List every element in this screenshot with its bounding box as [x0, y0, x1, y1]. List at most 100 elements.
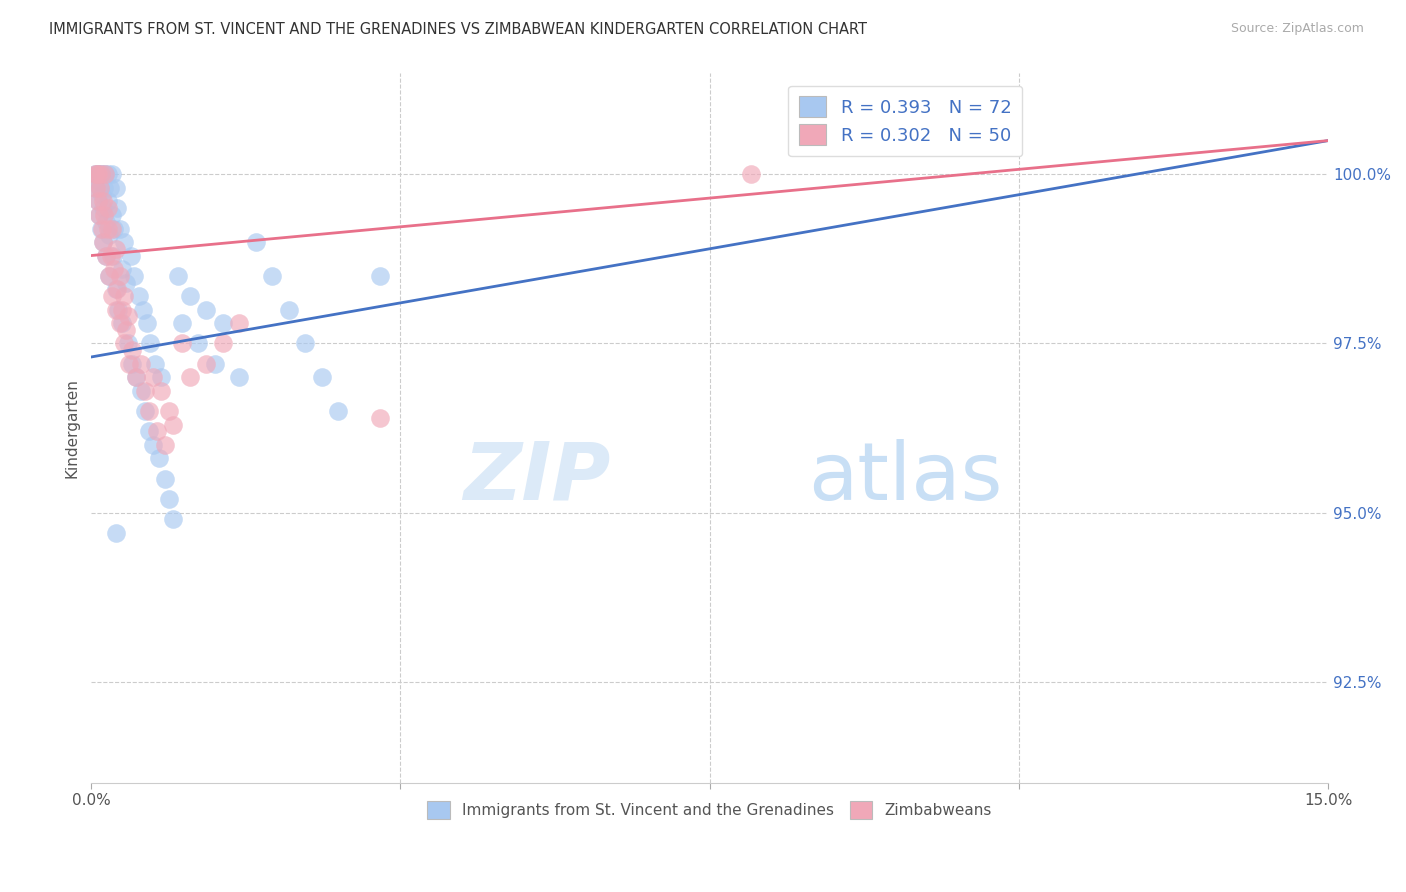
Point [100, 208, 122, 222]
Point [93, 201, 115, 215]
Point [294, 336, 316, 351]
Text: Source: ZipAtlas.com: Source: ZipAtlas.com [1230, 22, 1364, 36]
Point [311, 370, 333, 384]
Point [89, 208, 111, 222]
Point [112, 336, 135, 351]
Point [245, 235, 267, 249]
Point [170, 316, 193, 330]
Point [87, 174, 110, 188]
Point [136, 316, 159, 330]
Point [90, 187, 112, 202]
Point [150, 370, 173, 384]
Point [228, 370, 250, 384]
Point [155, 472, 177, 486]
Point [121, 357, 143, 371]
Point [91, 168, 114, 182]
Point [138, 404, 160, 418]
Point [104, 181, 127, 195]
Point [129, 357, 152, 371]
Point [104, 525, 127, 540]
Point [278, 302, 301, 317]
Point [108, 316, 131, 330]
Point [94, 249, 117, 263]
Point [132, 302, 155, 317]
Point [96, 168, 118, 182]
Point [89, 208, 111, 222]
Point [107, 201, 129, 215]
Point [111, 302, 134, 317]
Point [100, 168, 122, 182]
Point [86, 168, 108, 182]
Point [146, 425, 169, 439]
Point [93, 235, 115, 249]
Point [150, 384, 173, 398]
Point [111, 316, 134, 330]
Point [103, 249, 125, 263]
Point [90, 168, 112, 182]
Point [100, 221, 122, 235]
Point [125, 370, 148, 384]
Point [90, 168, 112, 182]
Point [179, 289, 201, 303]
Point [228, 316, 250, 330]
Point [179, 370, 201, 384]
Point [170, 336, 193, 351]
Point [84, 181, 107, 195]
Point [166, 268, 188, 283]
Point [87, 168, 110, 182]
Point [94, 249, 117, 263]
Point [143, 357, 166, 371]
Legend: Immigrants from St. Vincent and the Grenadines, Zimbabweans: Immigrants from St. Vincent and the Gren… [420, 796, 998, 825]
Point [204, 357, 226, 371]
Y-axis label: Kindergarten: Kindergarten [65, 378, 79, 478]
Point [125, 370, 148, 384]
Point [86, 194, 108, 209]
Point [128, 289, 150, 303]
Point [117, 310, 139, 324]
Point [112, 235, 135, 249]
Point [86, 168, 108, 182]
Point [108, 221, 131, 235]
Point [139, 336, 162, 351]
Point [740, 168, 762, 182]
Point [94, 168, 117, 182]
Point [91, 194, 114, 209]
Text: ZIP: ZIP [463, 439, 610, 516]
Point [94, 215, 117, 229]
Point [142, 370, 165, 384]
Point [212, 336, 235, 351]
Point [84, 168, 107, 182]
Point [107, 282, 129, 296]
Point [104, 302, 127, 317]
Point [90, 221, 112, 235]
Point [93, 181, 115, 195]
Point [118, 357, 141, 371]
Point [96, 194, 118, 209]
Point [368, 268, 391, 283]
Point [115, 323, 138, 337]
Point [86, 168, 108, 182]
Point [103, 262, 125, 277]
Point [157, 404, 180, 418]
Point [104, 242, 127, 256]
Point [98, 268, 121, 283]
Point [93, 208, 115, 222]
Text: atlas: atlas [808, 439, 1002, 516]
Point [122, 268, 145, 283]
Point [103, 221, 125, 235]
Point [129, 384, 152, 398]
Point [114, 276, 136, 290]
Point [90, 221, 112, 235]
Point [98, 268, 121, 283]
Point [98, 181, 121, 195]
Point [117, 336, 139, 351]
Point [89, 181, 111, 195]
Point [84, 181, 107, 195]
Point [96, 221, 118, 235]
Point [89, 168, 111, 182]
Point [98, 228, 121, 243]
Point [104, 282, 127, 296]
Point [101, 289, 124, 303]
Point [162, 417, 184, 432]
Point [93, 235, 115, 249]
